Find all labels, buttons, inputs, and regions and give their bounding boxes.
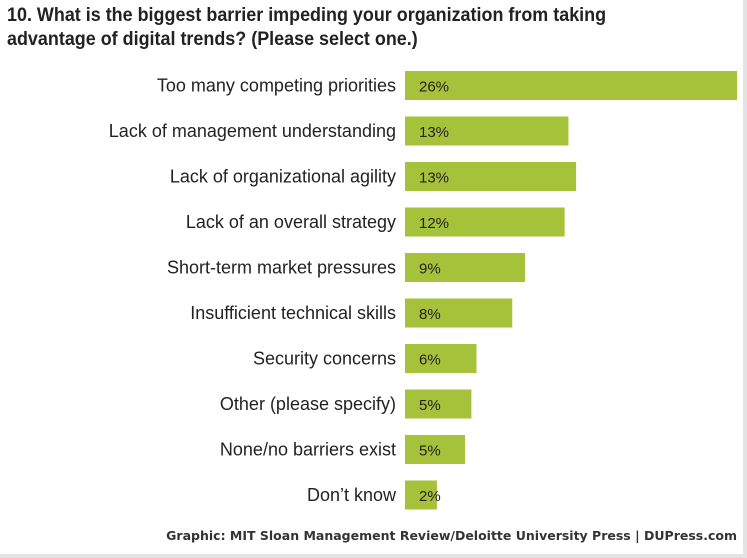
bar — [405, 389, 472, 419]
category-label: Lack of an overall strategy — [186, 212, 396, 232]
bar — [405, 480, 437, 510]
bar — [405, 207, 565, 237]
data-label: 5% — [419, 397, 441, 414]
category-label: Short-term market pressures — [167, 258, 396, 278]
bar — [405, 162, 577, 191]
data-label: 12% — [419, 215, 449, 232]
category-label: Don’t know — [307, 485, 397, 505]
category-label: None/no barriers exist — [220, 440, 396, 460]
bar — [405, 298, 513, 328]
chart-title: 10. What is the biggest barrier impeding… — [7, 4, 607, 50]
data-label: 9% — [419, 261, 441, 278]
data-label: 2% — [419, 488, 441, 505]
data-label: 6% — [419, 352, 441, 369]
category-label: Security concerns — [253, 349, 396, 369]
bar — [405, 253, 526, 282]
data-label: 13% — [419, 170, 449, 187]
category-label: Lack of management understanding — [109, 121, 396, 141]
bar — [405, 71, 737, 100]
category-label: Other (please specify) — [220, 394, 396, 414]
category-label: Too many competing priorities — [157, 76, 396, 96]
data-label: 8% — [419, 306, 441, 323]
bar — [405, 435, 466, 464]
data-label: 26% — [419, 79, 449, 96]
category-label: Insufficient technical skills — [190, 303, 396, 323]
category-label: Lack of organizational agility — [170, 167, 396, 187]
data-label: 13% — [419, 124, 449, 141]
bar — [405, 116, 569, 146]
bar — [405, 344, 477, 373]
source-credit: Graphic: MIT Sloan Management Review/Del… — [166, 528, 737, 543]
data-label: 5% — [419, 443, 441, 460]
